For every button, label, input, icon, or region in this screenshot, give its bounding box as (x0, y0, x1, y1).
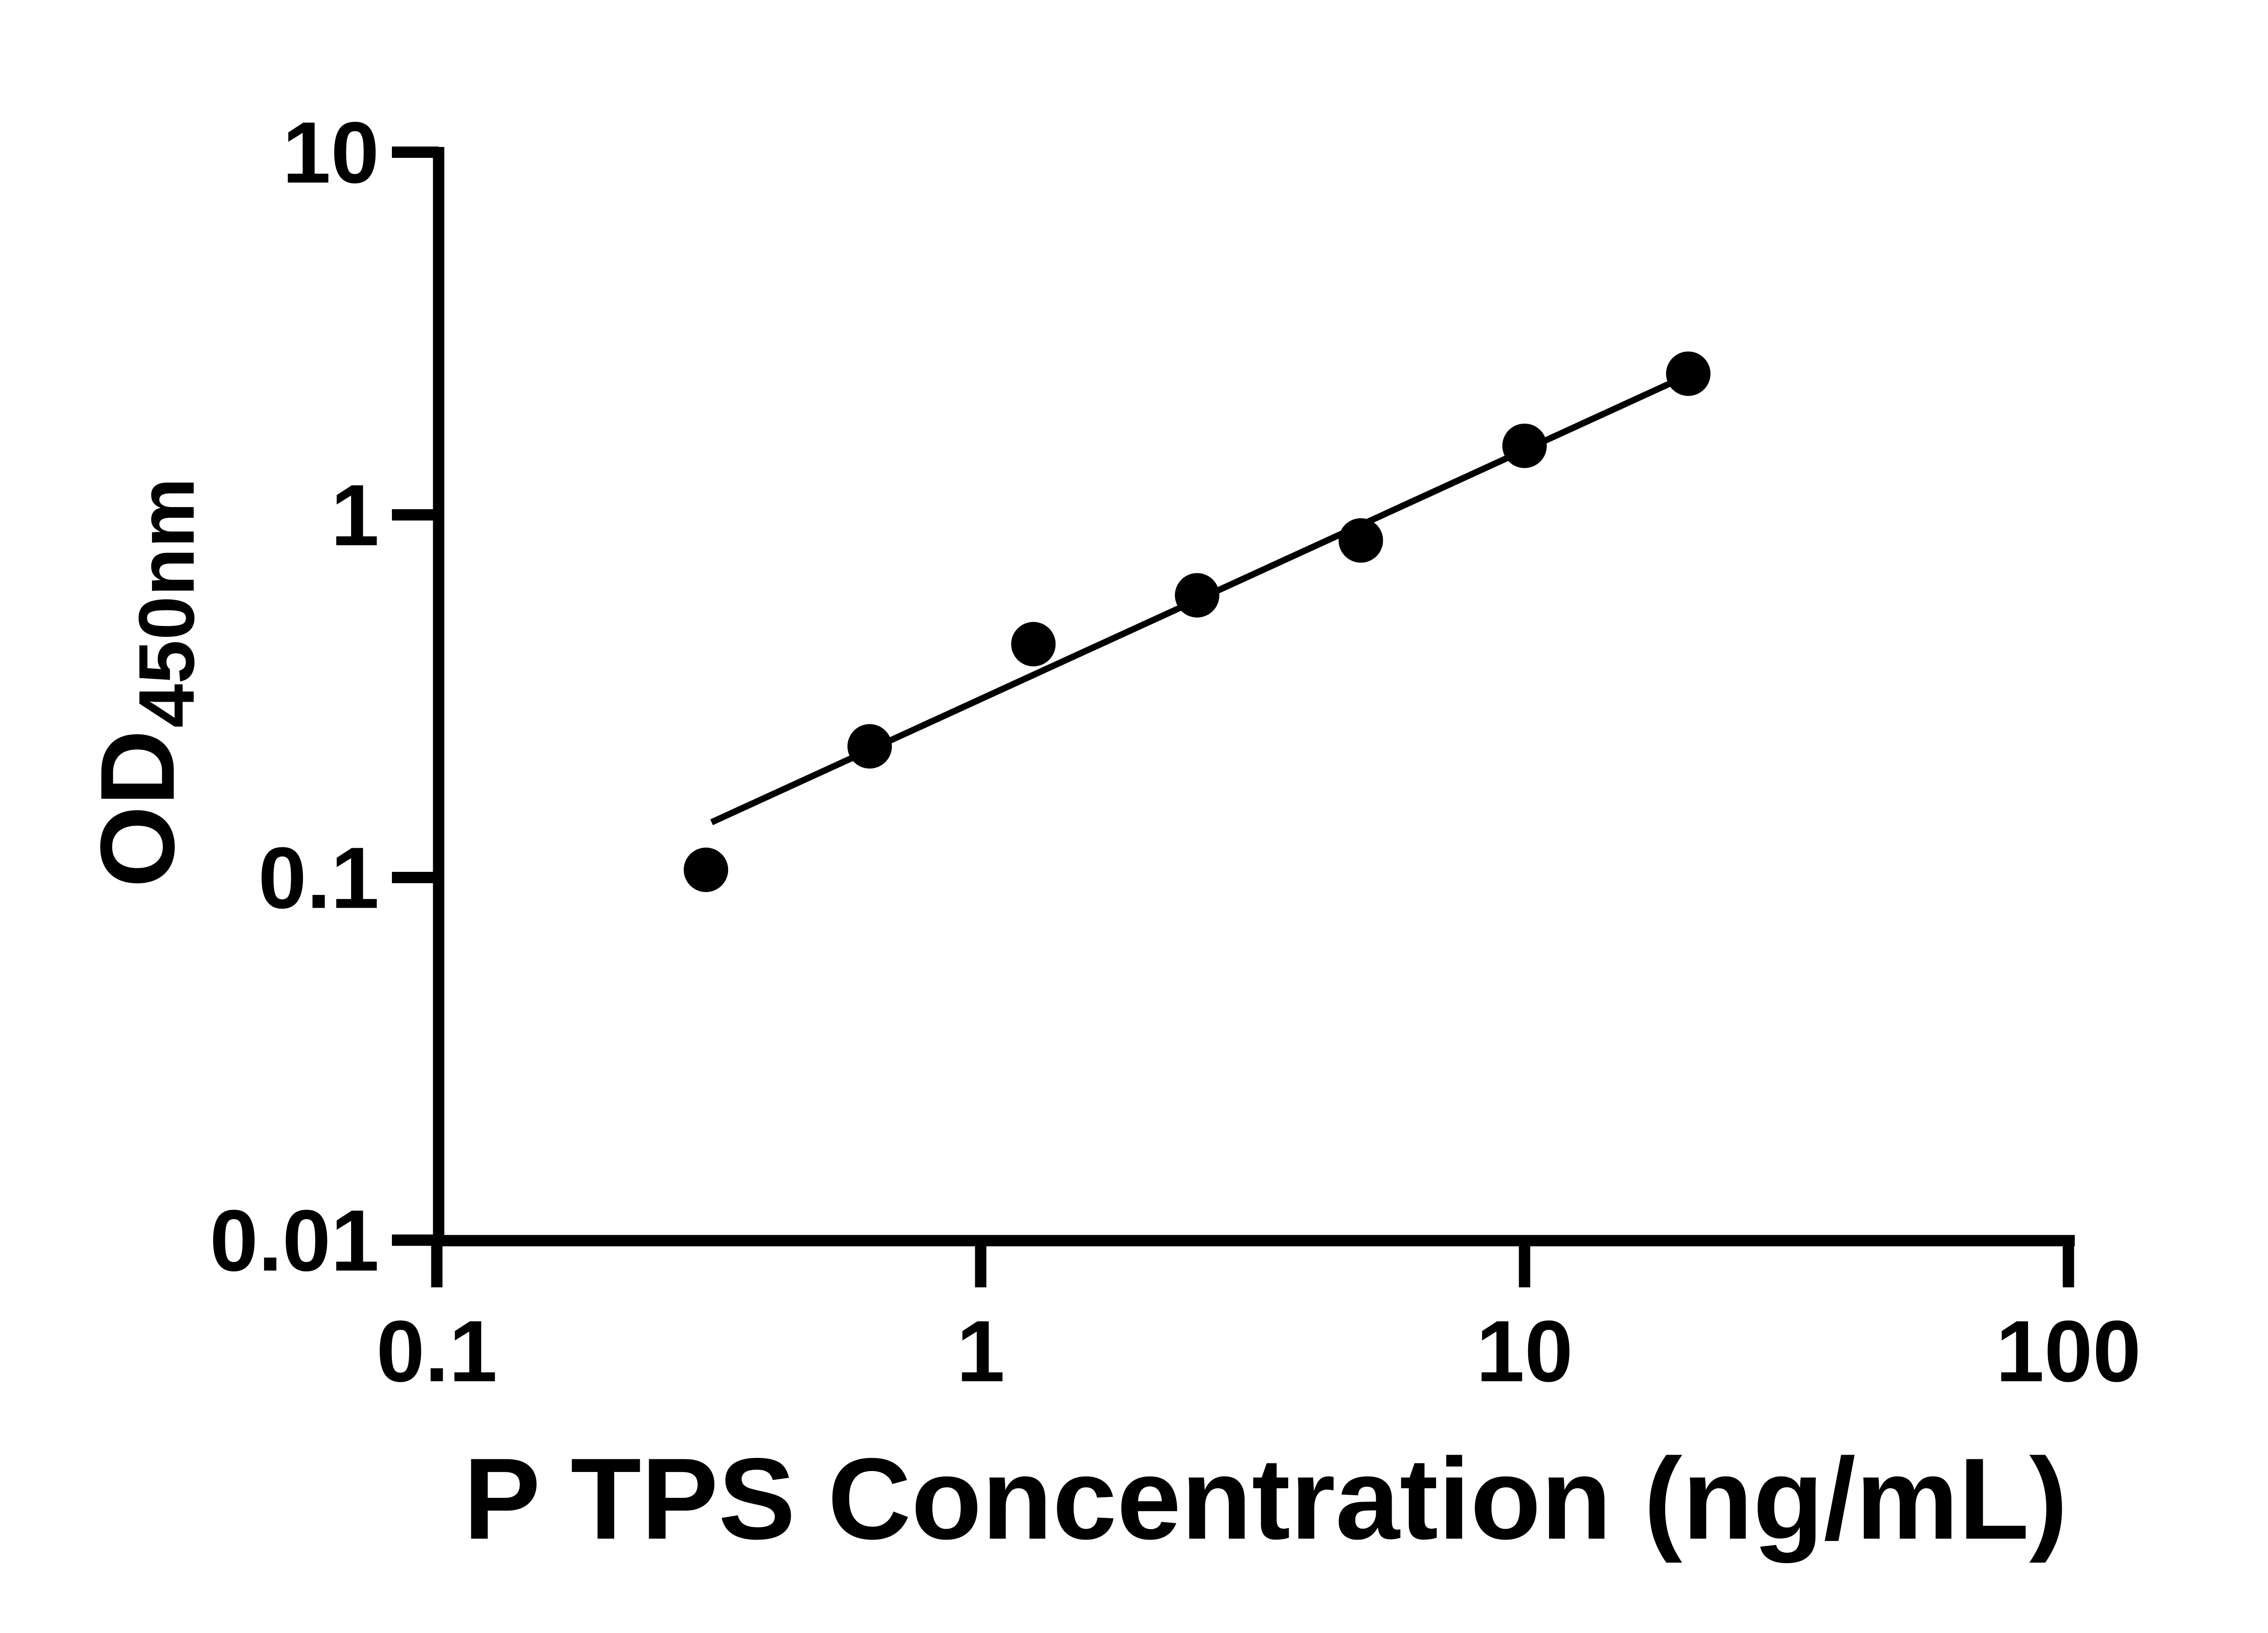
y-axis-title: OD 450nm (79, 478, 210, 888)
data-point (1175, 573, 1220, 618)
plot-axes (433, 147, 2075, 1247)
data-points (684, 351, 1711, 892)
data-point (847, 724, 892, 769)
data-point (684, 847, 728, 892)
x-tick-label: 100 (1996, 1302, 2141, 1400)
y-tick-label: 10 (282, 104, 379, 201)
y-tick-label: 0.1 (258, 829, 379, 927)
x-axis-ticks: 0.1 1 10 100 (376, 1241, 2141, 1400)
y-axis-title-subscript: 450nm (122, 478, 210, 728)
x-tick-label: 1 (957, 1302, 1005, 1400)
data-point (1339, 518, 1383, 563)
data-point (1011, 622, 1056, 667)
data-point (1502, 423, 1547, 468)
y-tick-label: 1 (331, 466, 379, 564)
x-axis-title: P TPS Concentration (ng/mL) (463, 1434, 2068, 1564)
data-point (1666, 351, 1711, 396)
y-tick-label: 0.01 (210, 1192, 379, 1289)
y-axis-ticks: 10 1 0.1 0.01 (210, 104, 439, 1289)
x-tick-label: 10 (1476, 1302, 1573, 1400)
y-axis-title-main: OD (79, 730, 196, 888)
x-tick-label: 0.1 (376, 1302, 498, 1400)
